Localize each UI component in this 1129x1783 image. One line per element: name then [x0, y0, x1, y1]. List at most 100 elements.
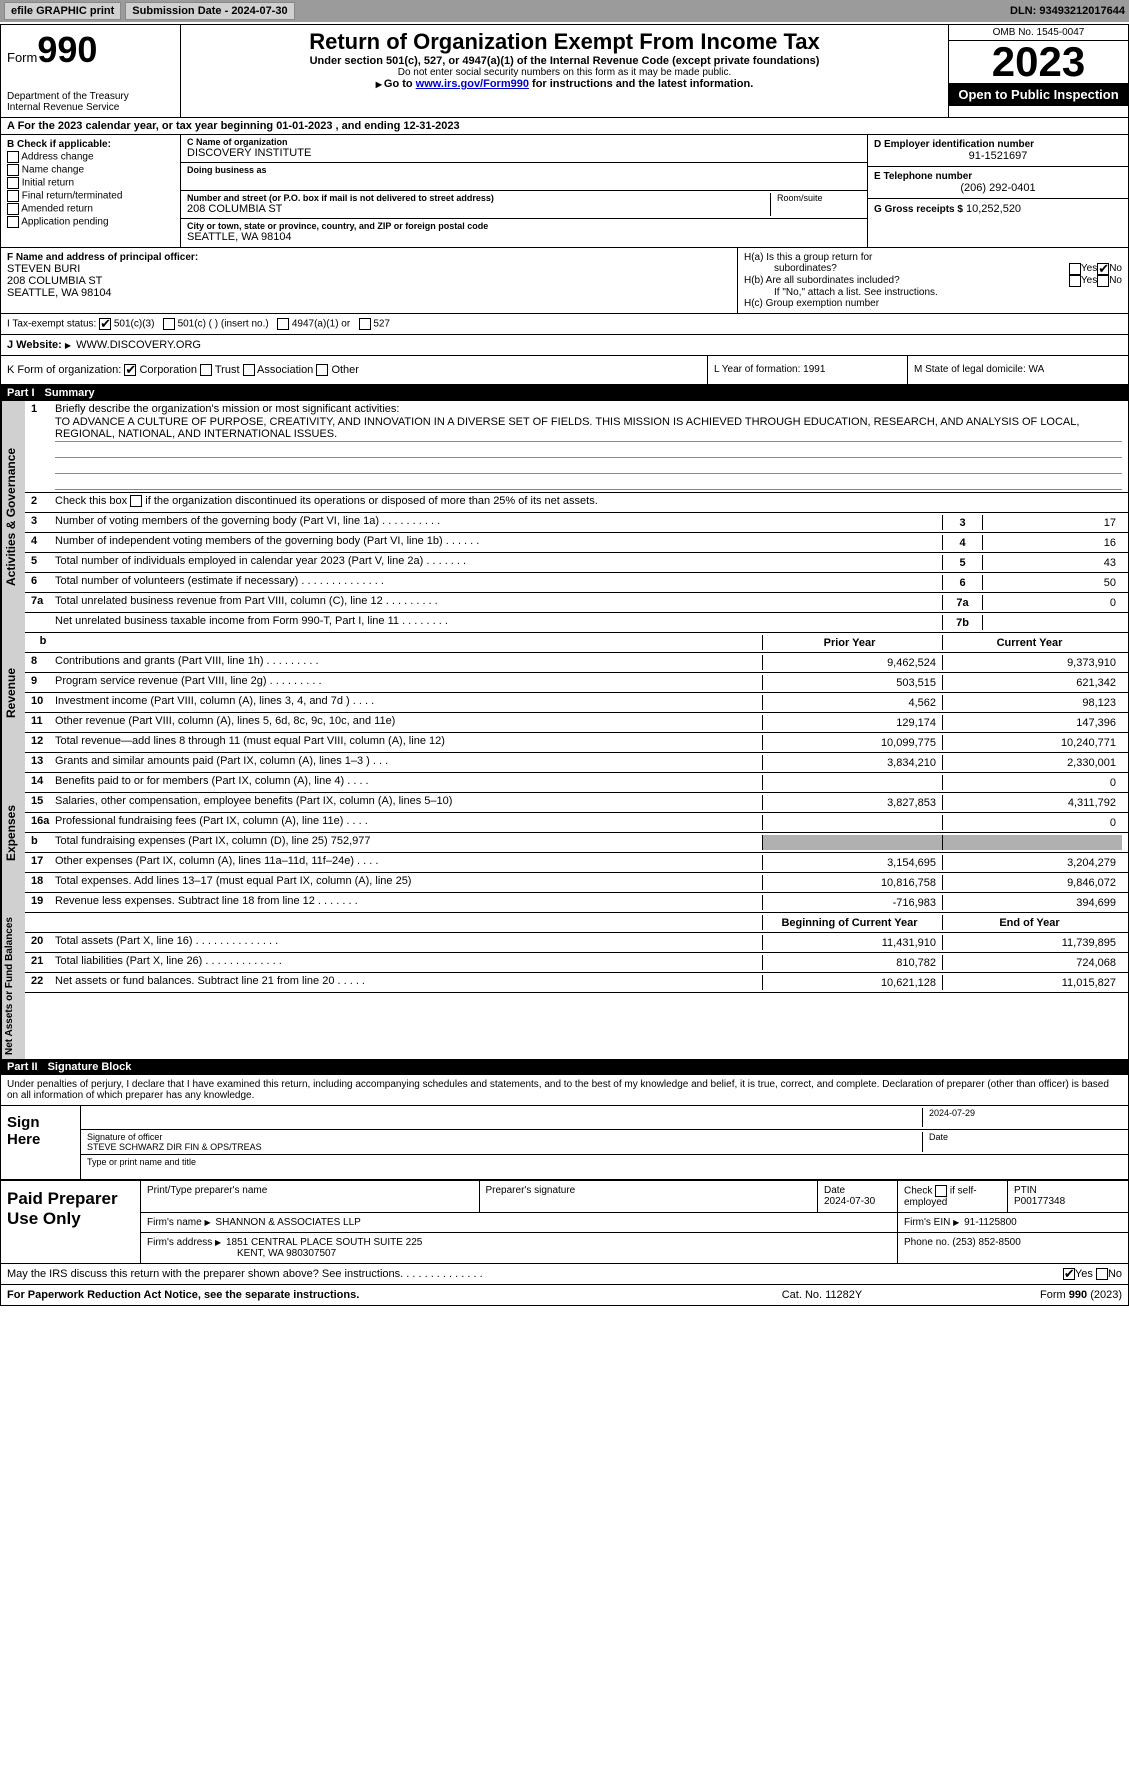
cb-trust[interactable] [200, 364, 212, 376]
mission-text: TO ADVANCE A CULTURE OF PURPOSE, CREATIV… [55, 415, 1122, 442]
year-formation: 1991 [803, 364, 825, 375]
form-subtitle: Under section 501(c), 527, or 4947(a)(1)… [189, 55, 940, 67]
line-18: 18Total expenses. Add lines 13–17 (must … [25, 873, 1128, 893]
revenue-side-label: Revenue [1, 633, 25, 753]
footer: For Paperwork Reduction Act Notice, see … [1, 1285, 1128, 1305]
form-title: Return of Organization Exempt From Incom… [189, 29, 940, 55]
firm-addr1: 1851 CENTRAL PLACE SOUTH SUITE 225 [226, 1237, 422, 1248]
line-22: 22Net assets or fund balances. Subtract … [25, 973, 1128, 993]
dept-treasury: Department of the Treasury Internal Reve… [7, 91, 174, 113]
firm-phone: (253) 852-8500 [952, 1237, 1020, 1248]
form-ref: Form 990 (2023) [922, 1289, 1122, 1301]
cb-4947[interactable] [277, 318, 289, 330]
line-7a: 7aTotal unrelated business revenue from … [25, 593, 1128, 613]
paid-preparer-label: Paid Preparer Use Only [1, 1181, 141, 1263]
line-8: 8Contributions and grants (Part VIII, li… [25, 653, 1128, 673]
line-21: 21Total liabilities (Part X, line 26) . … [25, 953, 1128, 973]
form-header: Form990 Department of the Treasury Inter… [1, 25, 1128, 118]
line-12: 12Total revenue—add lines 8 through 11 (… [25, 733, 1128, 753]
part2-header: Part II Signature Block [1, 1059, 1128, 1075]
city-state-zip: SEATTLE, WA 98104 [187, 231, 861, 243]
cb-501c[interactable] [163, 318, 175, 330]
line-6: 6Total number of volunteers (estimate if… [25, 573, 1128, 593]
line-4: 4Number of independent voting members of… [25, 533, 1128, 553]
public-inspection: Open to Public Inspection [949, 83, 1128, 106]
officer-name: STEVEN BURI [7, 263, 731, 275]
line-19: 19Revenue less expenses. Subtract line 1… [25, 893, 1128, 913]
gov-side-label: Activities & Governance [1, 401, 25, 633]
firm-name: SHANNON & ASSOCIATES LLP [215, 1217, 360, 1228]
dln-label: DLN: 93493212017644 [1010, 5, 1125, 17]
section-c: C Name of organization DISCOVERY INSTITU… [181, 135, 868, 247]
line-15: 15Salaries, other compensation, employee… [25, 793, 1128, 813]
line-9: 9Program service revenue (Part VIII, lin… [25, 673, 1128, 693]
officer-street: 208 COLUMBIA ST [7, 275, 731, 287]
cb-application-pending[interactable]: Application pending [7, 216, 174, 228]
perjury-text: Under penalties of perjury, I declare th… [1, 1075, 1128, 1105]
net-assets-side-label: Net Assets or Fund Balances [1, 913, 25, 1059]
line-14: 14Benefits paid to or for members (Part … [25, 773, 1128, 793]
ein: 91-1521697 [874, 150, 1122, 162]
tax-year: 2023 [949, 41, 1128, 83]
cb-final-return[interactable]: Final return/terminated [7, 190, 174, 202]
tax-year-range: A For the 2023 calendar year, or tax yea… [1, 118, 1128, 135]
section-b: B Check if applicable: Address change Na… [1, 135, 181, 247]
cb-corp[interactable] [124, 364, 136, 376]
form-of-org: K Form of organization: Corporation Trus… [1, 356, 708, 384]
ha-no[interactable] [1097, 263, 1109, 275]
tax-exempt-status: I Tax-exempt status: 501(c)(3) 501(c) ( … [1, 314, 1128, 334]
ptin: P00177348 [1014, 1196, 1122, 1207]
form-number: Form990 [7, 29, 174, 71]
website-url: WWW.DISCOVERY.ORG [76, 339, 201, 351]
org-name: DISCOVERY INSTITUTE [187, 147, 861, 159]
form-990: Form990 Department of the Treasury Inter… [0, 24, 1129, 1306]
room-suite: Room/suite [771, 193, 861, 216]
section-d: D Employer identification number 91-1521… [868, 135, 1128, 247]
cat-no: Cat. No. 11282Y [722, 1289, 922, 1301]
cb-address-change[interactable]: Address change [7, 151, 174, 163]
cb-self-employed[interactable] [935, 1185, 947, 1197]
line-16b: bTotal fundraising expenses (Part IX, co… [25, 833, 1128, 853]
line-7b: Net unrelated business taxable income fr… [25, 613, 1128, 633]
irs-link[interactable]: www.irs.gov/Form990 [416, 78, 529, 90]
line-10: 10Investment income (Part VIII, column (… [25, 693, 1128, 713]
line-17: 17Other expenses (Part IX, column (A), l… [25, 853, 1128, 873]
part1-header: Part I Summary [1, 385, 1128, 401]
sig-date: 2024-07-29 [922, 1108, 1122, 1127]
cb-discontinued[interactable] [130, 495, 142, 507]
gross-receipts: 10,252,520 [966, 203, 1021, 215]
street-address: 208 COLUMBIA ST [187, 203, 764, 215]
line-13: 13Grants and similar amounts paid (Part … [25, 753, 1128, 773]
sign-here-label: Sign Here [1, 1106, 81, 1179]
prep-date: 2024-07-30 [824, 1196, 891, 1207]
cb-initial-return[interactable]: Initial return [7, 177, 174, 189]
firm-ein: 91-1125800 [964, 1217, 1017, 1228]
goto-link-row: Go to www.irs.gov/Form990 for instructio… [189, 78, 940, 90]
line-3: 3Number of voting members of the governi… [25, 513, 1128, 533]
line-5: 5Total number of individuals employed in… [25, 553, 1128, 573]
cb-501c3[interactable] [99, 318, 111, 330]
discuss-row: May the IRS discuss this return with the… [1, 1263, 1128, 1285]
submission-date: Submission Date - 2024-07-30 [125, 2, 294, 20]
officer-name-title: STEVE SCHWARZ DIR FIN & OPS/TREAS [87, 1142, 922, 1152]
discuss-no[interactable] [1096, 1268, 1108, 1280]
hb-no[interactable] [1097, 275, 1109, 287]
toolbar: efile GRAPHIC print Submission Date - 20… [0, 0, 1129, 22]
discuss-yes[interactable] [1063, 1268, 1075, 1280]
section-h: H(a) Is this a group return for subordin… [738, 248, 1128, 313]
ssn-note: Do not enter social security numbers on … [189, 67, 940, 78]
section-f: F Name and address of principal officer:… [1, 248, 738, 313]
cb-amended[interactable]: Amended return [7, 203, 174, 215]
hb-yes[interactable] [1069, 275, 1081, 287]
officer-city: SEATTLE, WA 98104 [7, 287, 731, 299]
expenses-side-label: Expenses [1, 753, 25, 913]
ha-yes[interactable] [1069, 263, 1081, 275]
line-20: 20Total assets (Part X, line 16) . . . .… [25, 933, 1128, 953]
cb-assoc[interactable] [243, 364, 255, 376]
cb-name-change[interactable]: Name change [7, 164, 174, 176]
cb-527[interactable] [359, 318, 371, 330]
efile-button[interactable]: efile GRAPHIC print [4, 2, 121, 20]
phone: (206) 292-0401 [874, 182, 1122, 194]
firm-addr2: KENT, WA 980307507 [147, 1248, 336, 1259]
cb-other[interactable] [316, 364, 328, 376]
